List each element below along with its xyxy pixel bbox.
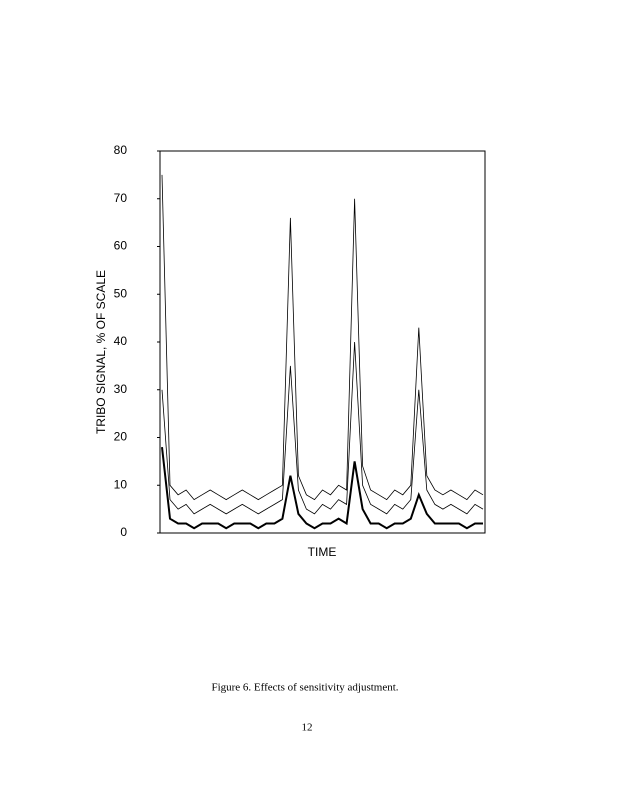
y-tick-label: 50 <box>114 286 128 300</box>
y-tick-label: 30 <box>114 382 128 396</box>
caption: Figure 6. Effects of sensitivity adjustm… <box>211 682 398 694</box>
y-tick-label: 70 <box>114 191 128 205</box>
y-tick-label: 20 <box>114 430 128 444</box>
y-tick-label: 80 <box>114 143 128 157</box>
y-tick-label: 10 <box>114 477 128 491</box>
page-number: 12 <box>302 722 313 734</box>
x-axis-label: TIME <box>308 545 337 559</box>
y-tick-label: 0 <box>120 525 127 539</box>
y-axis-label: TRIBO SIGNAL, % OF SCALE <box>94 270 108 434</box>
data-line <box>161 174 484 501</box>
y-tick-label: 60 <box>114 239 128 253</box>
data-line <box>161 446 483 530</box>
data-line <box>161 341 484 515</box>
y-tick-label: 40 <box>114 334 128 348</box>
